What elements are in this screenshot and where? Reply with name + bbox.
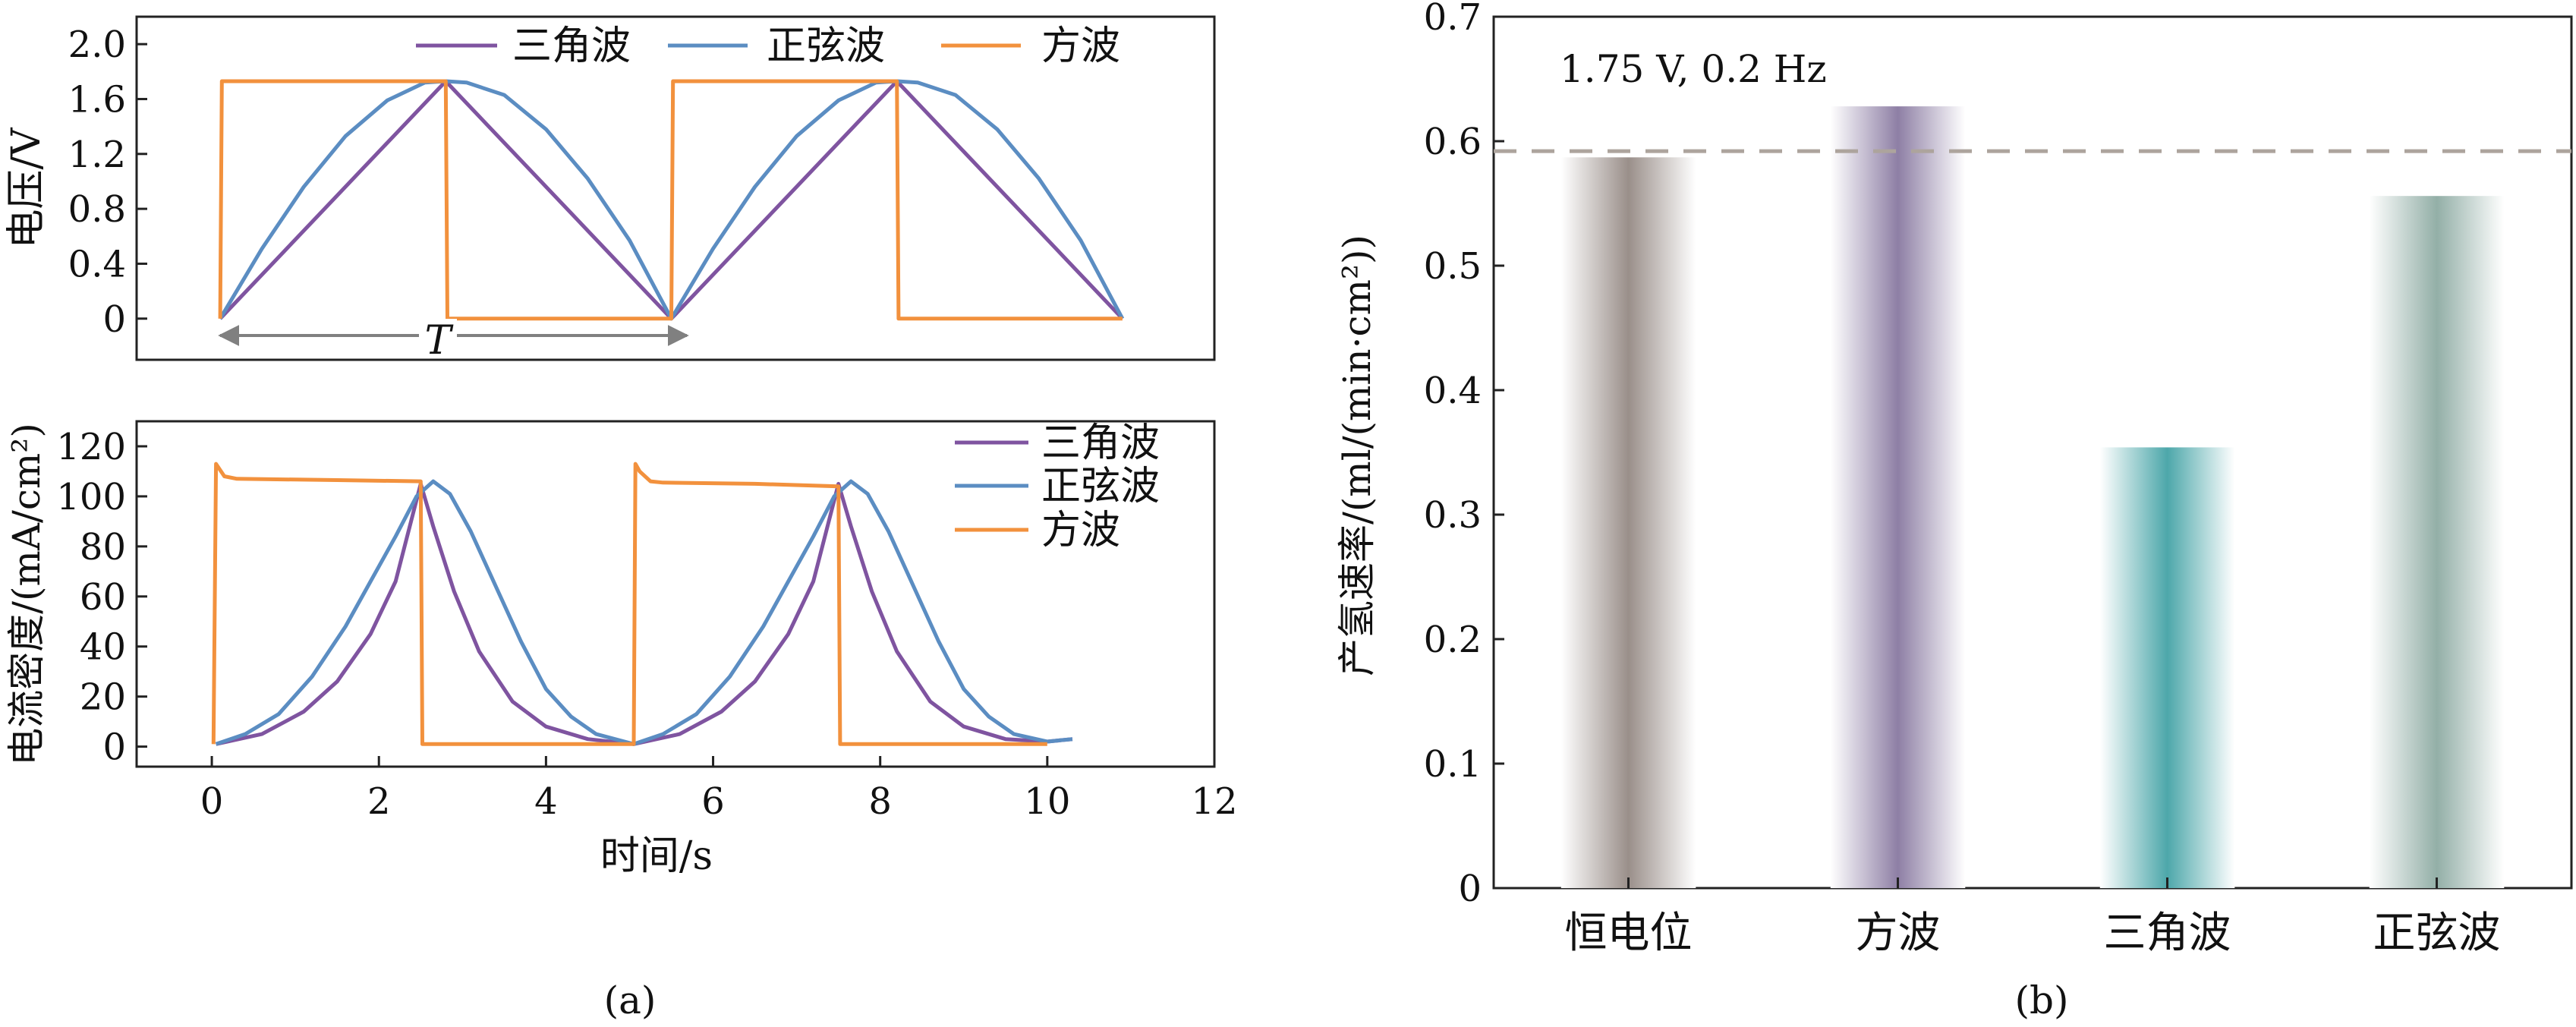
y-tick-label: 0 xyxy=(102,726,126,769)
category-label: 正弦波 xyxy=(2373,909,2501,958)
x-tick-label: 10 xyxy=(1024,780,1070,823)
period-label-bg xyxy=(419,319,457,357)
y-tick-label: 20 xyxy=(80,676,126,719)
panel-a-caption: (a) xyxy=(604,978,657,1022)
y-tick-label: 60 xyxy=(80,576,126,619)
hydrogen-rate-chart: 0 0.1 0.2 0.3 0.4 0.5 0.6 0.7 恒电位 方波 三角波 正弦波 1.75 … xyxy=(1335,0,2573,958)
legend-label-sine: 正弦波 xyxy=(767,24,885,69)
current-legend: 三角波 正弦波 方波 xyxy=(955,421,1160,553)
y-tick-label: 0.5 xyxy=(1424,245,1482,288)
category-label: 三角波 xyxy=(2104,909,2231,958)
legend-label-sine: 正弦波 xyxy=(1041,464,1160,509)
voltage-series xyxy=(218,79,1125,321)
y-tick-label: 0.6 xyxy=(1424,121,1482,163)
current-y-axis-label: 电流密度/(mA/cm²) xyxy=(5,423,49,766)
y-tick-label: 120 xyxy=(56,426,126,468)
y-tick-label: 0.4 xyxy=(68,243,126,285)
voltage-plot-frame xyxy=(135,15,1216,361)
y-tick-label: 2.0 xyxy=(68,24,126,66)
y-tick-label: 1.2 xyxy=(68,134,126,176)
y-tick-label: 0.3 xyxy=(1424,494,1482,537)
current-y-axis: 0 20 40 60 80 100 120 xyxy=(56,426,147,769)
current-series xyxy=(211,462,1073,746)
y-tick-label: 0 xyxy=(1458,868,1482,910)
category-label: 方波 xyxy=(1856,909,1941,958)
legend-label-square: 方波 xyxy=(1041,24,1120,69)
bar-plot-frame xyxy=(1492,15,2573,890)
voltage-chart: 0 0.4 0.8 1.2 1.6 2.0 电压/V T 三角波 正弦波 方波 xyxy=(4,15,1216,364)
legend-label-square: 方波 xyxy=(1041,508,1120,553)
bar-annotation: 1.75 V, 0.2 Hz xyxy=(1560,47,1827,91)
bar-y-axis: 0 0.1 0.2 0.3 0.4 0.5 0.6 0.7 xyxy=(1424,0,1504,910)
y-tick-label: 0.8 xyxy=(68,188,126,231)
triangle-wave-line xyxy=(216,481,1073,746)
period-label: T xyxy=(425,318,454,364)
y-tick-label: 1.6 xyxy=(68,78,126,121)
y-tick-label: 0 xyxy=(102,298,126,341)
square-wave-line xyxy=(211,462,1047,746)
bar-1 xyxy=(1830,106,1966,889)
legend-label-triangle: 三角波 xyxy=(512,24,631,69)
x-tick-label: 6 xyxy=(701,780,725,823)
y-tick-label: 0.7 xyxy=(1424,0,1482,39)
voltage-y-axis-label: 电压/V xyxy=(4,127,49,249)
x-tick-label: 4 xyxy=(534,780,558,823)
y-tick-label: 0.2 xyxy=(1424,619,1482,661)
bar-y-axis-label: 产氢速率/(ml/(min·cm²)) xyxy=(1335,235,1379,676)
x-tick-label: 2 xyxy=(367,780,391,823)
bar-3 xyxy=(2369,196,2505,888)
bar-x-axis: 恒电位 方波 三角波 正弦波 xyxy=(1565,877,2501,958)
bar-2 xyxy=(2099,447,2235,888)
category-label: 恒电位 xyxy=(1565,909,1693,958)
bar-0 xyxy=(1560,157,1696,889)
y-tick-label: 80 xyxy=(80,526,126,569)
y-tick-label: 40 xyxy=(80,626,126,669)
x-tick-label: 8 xyxy=(868,780,892,823)
sine-wave-line xyxy=(215,479,1073,746)
square-wave-line xyxy=(218,79,1123,321)
y-tick-label: 100 xyxy=(56,476,126,518)
current-plot-frame xyxy=(135,420,1216,768)
voltage-legend: 三角波 正弦波 方波 xyxy=(416,24,1120,69)
x-tick-label: 0 xyxy=(200,780,224,823)
bar-series xyxy=(1560,106,2505,889)
x-tick-label: 12 xyxy=(1191,780,1237,823)
voltage-y-axis: 0 0.4 0.8 1.2 1.6 2.0 xyxy=(68,24,147,341)
current-x-axis: 0 2 4 6 8 10 12 xyxy=(200,756,1238,823)
legend-label-triangle: 三角波 xyxy=(1041,421,1160,466)
time-x-axis-label: 时间/s xyxy=(600,833,713,879)
y-tick-label: 0.4 xyxy=(1424,370,1482,412)
panel-b-caption: (b) xyxy=(2014,978,2068,1022)
y-tick-label: 0.1 xyxy=(1424,743,1482,786)
